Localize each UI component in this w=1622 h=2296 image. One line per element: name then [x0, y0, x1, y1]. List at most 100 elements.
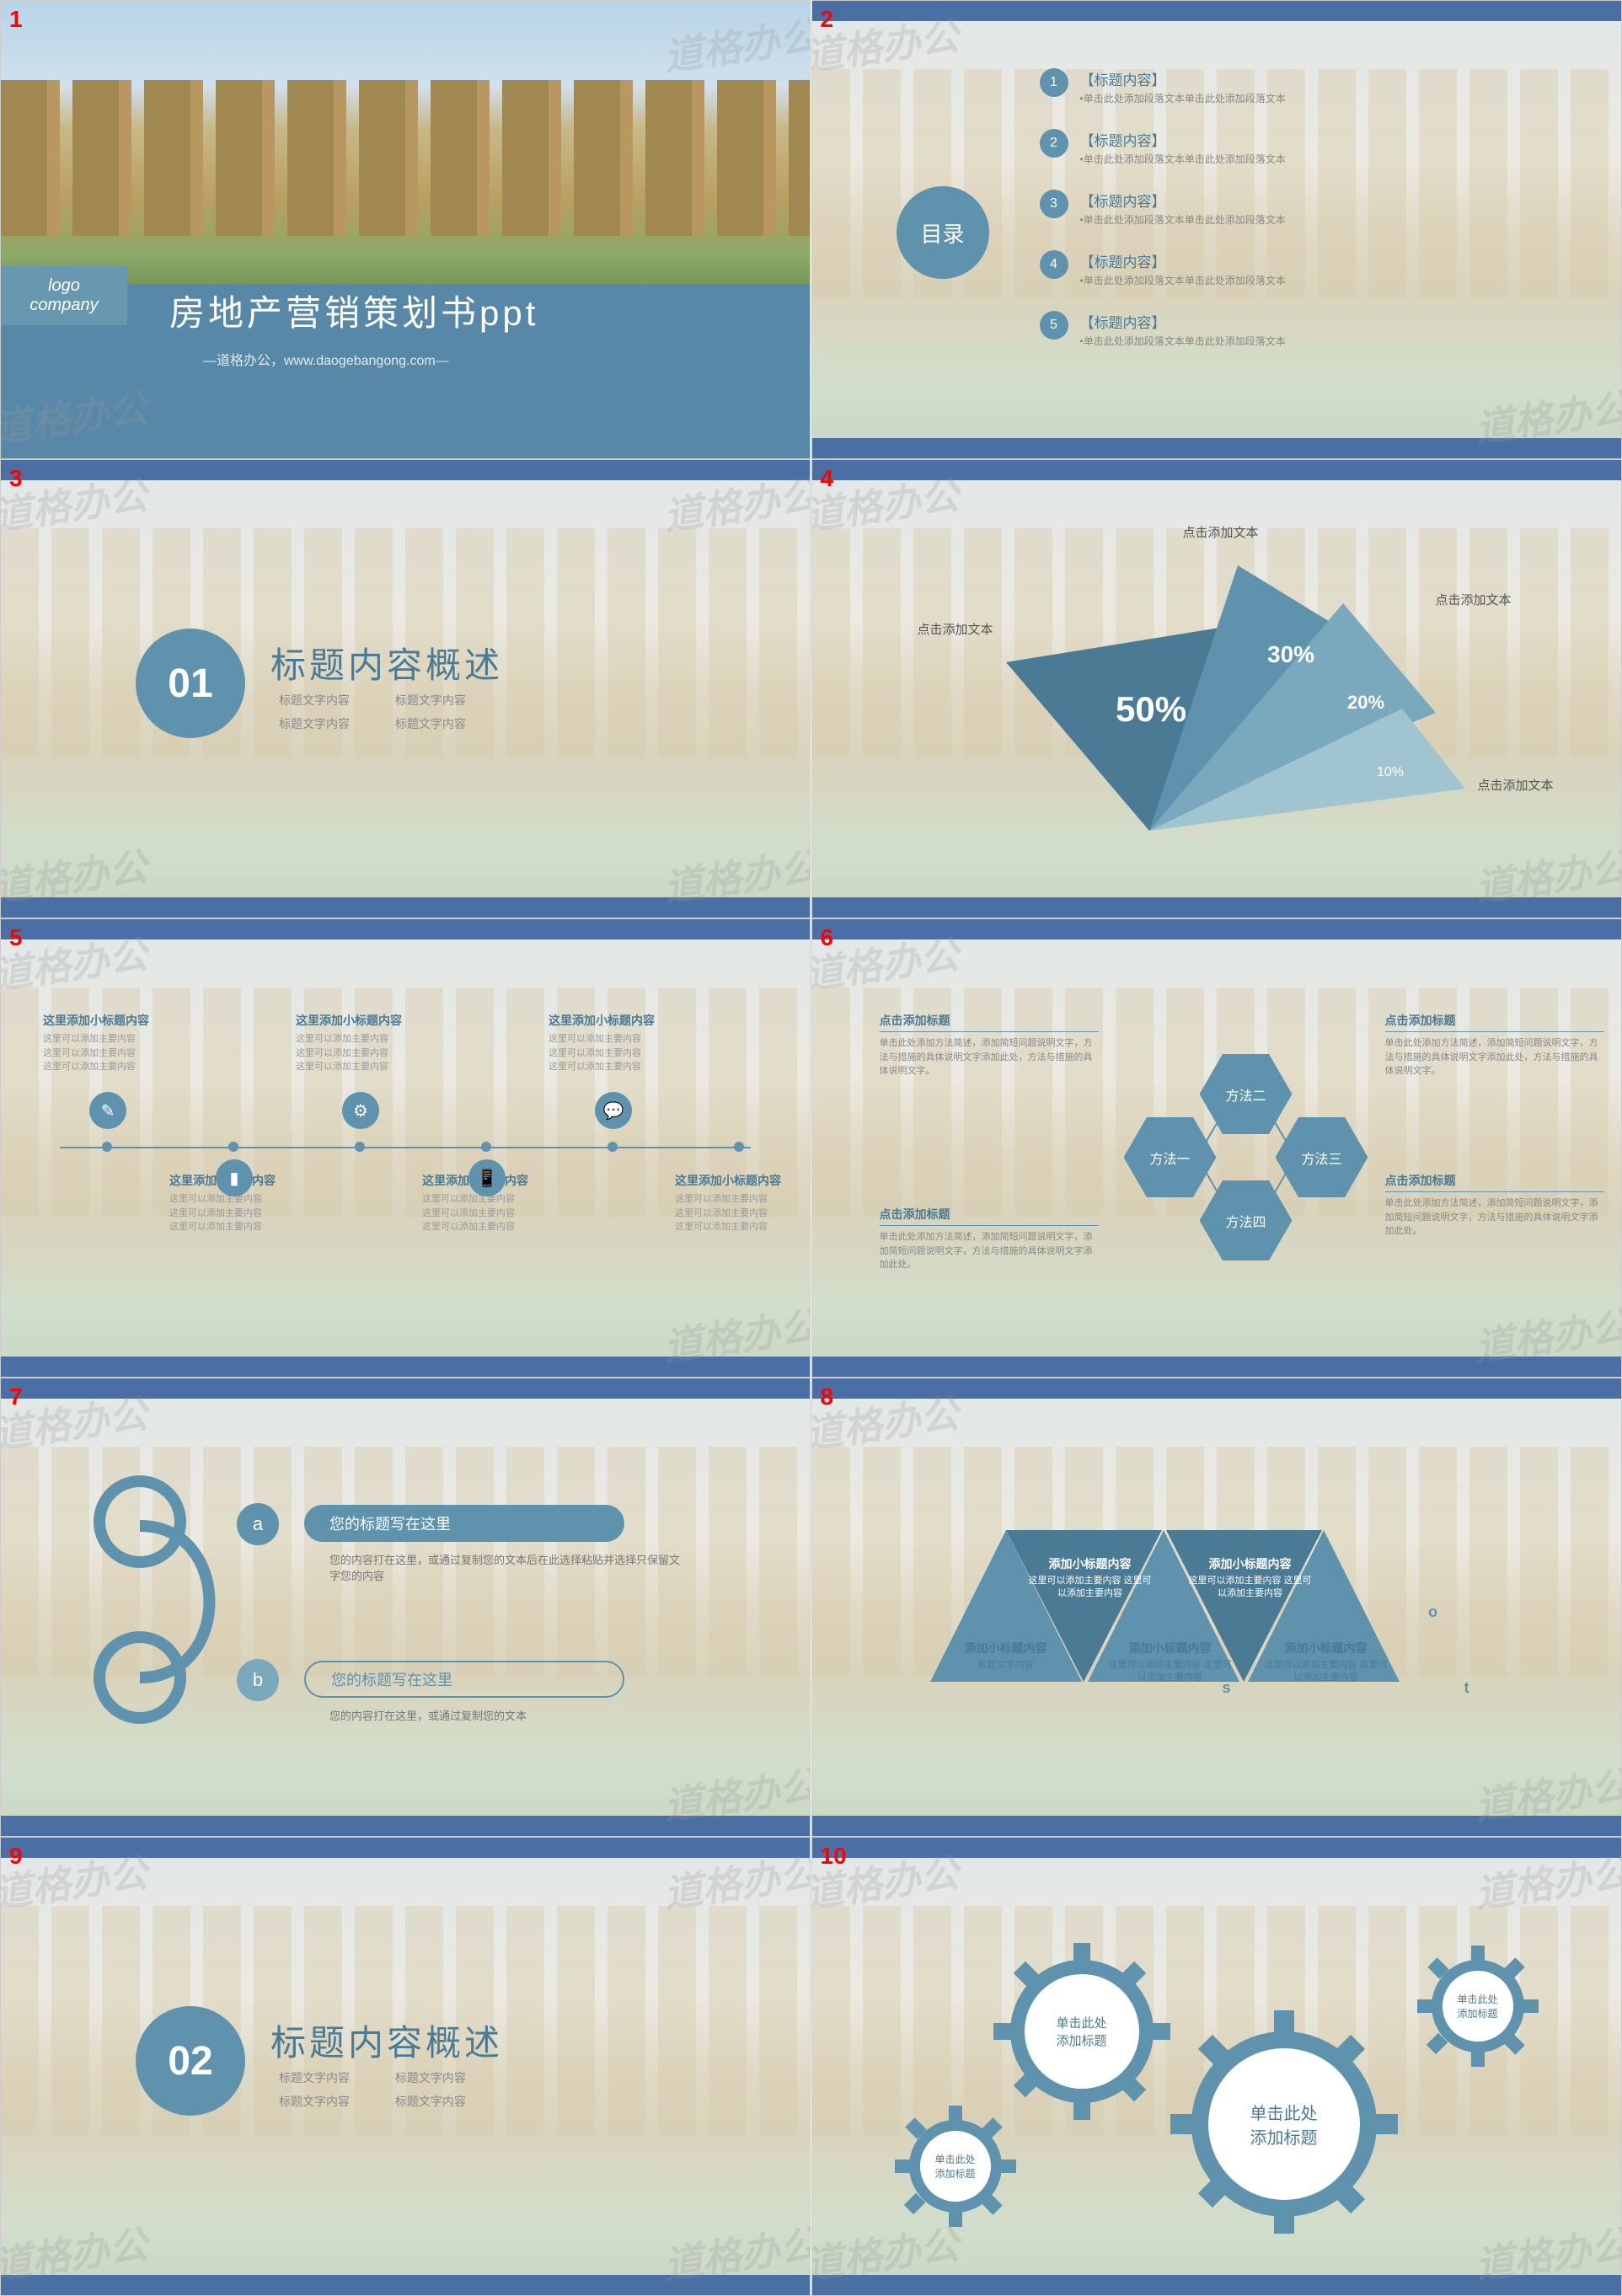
fan-label: 点击添加文本	[918, 620, 993, 638]
bar-top	[812, 1378, 1621, 1399]
timeline-dot	[102, 1142, 112, 1152]
toc-desc: •单击此处添加段落文本单击此处添加段落文本	[1080, 91, 1286, 105]
circle-a: a	[237, 1503, 279, 1545]
toc-num: 3	[1040, 190, 1068, 218]
toc-desc: •单击此处添加段落文本单击此处添加段落文本	[1080, 152, 1286, 166]
bar-top	[1, 919, 810, 939]
letter-o: o	[1419, 1598, 1448, 1626]
timeline-icon: 💬	[595, 1092, 632, 1129]
tb-desc: 单击此处添加方法简述，添加简短问题说明文字，添加简短问题说明文字，方法与措施的具…	[880, 1230, 1099, 1272]
bar-top	[812, 1838, 1621, 1858]
d: 标题文字内容	[943, 1659, 1069, 1672]
toc-text: 【标题内容】•单击此处添加段落文本单击此处添加段落文本	[1080, 250, 1286, 287]
timeline-dot	[228, 1142, 238, 1152]
toc-item: 4 【标题内容】•单击此处添加段落文本单击此处添加段落文本	[1040, 250, 1286, 287]
tl-title: 这里添加小标题内容	[675, 1172, 810, 1189]
slide-number: 4	[821, 465, 834, 492]
toc-text: 【标题内容】•单击此处添加段落文本单击此处添加段落文本	[1080, 311, 1286, 348]
toc-num: 5	[1040, 311, 1068, 340]
slide-9: 9 02 标题内容概述 标题文字内容 标题文字内容 标题文字内容 标题文字内容 …	[0, 1837, 811, 2296]
bullet: 标题文字内容	[279, 2069, 350, 2086]
tb-title: 点击添加标题	[880, 1012, 1099, 1032]
toc-item: 3 【标题内容】•单击此处添加段落文本单击此处添加段落文本	[1040, 190, 1286, 227]
bar-top	[812, 1, 1621, 21]
fan-label: 点击添加文本	[1183, 523, 1259, 541]
desc-1: 您的内容打在这里，或通过复制您的文本后在此选择粘贴并选择只保留文字您的内容	[329, 1551, 683, 1583]
swot-t: 添加小标题内容这里可以添加主要内容 这里可以添加主要内容	[1263, 1640, 1389, 1685]
tb-title: 点击添加标题	[880, 1206, 1099, 1226]
section-bullets: 标题文字内容 标题文字内容 标题文字内容 标题文字内容	[279, 692, 508, 739]
tl-title: 这里添加小标题内容	[296, 1012, 431, 1029]
timeline-cell: 这里添加小标题内容这里可以添加主要内容这里可以添加主要内容这里可以添加主要内容	[43, 1012, 178, 1074]
slide-10: 10 单击此处 添加标题 单击此处 添加标题 单击此处 添加标题 单击此处 添加…	[811, 1837, 1622, 2296]
pill-2: 您的标题写在这里	[304, 1661, 624, 1698]
tl-desc: 这里可以添加主要内容这里可以添加主要内容这里可以添加主要内容	[675, 1192, 810, 1234]
circle-b: b	[237, 1659, 279, 1701]
tb-desc: 单击此处添加方法简述，添加简短问题说明文字，方法与措施的具体说明文字添加此处，方…	[1385, 1036, 1604, 1078]
slide-number: 8	[821, 1383, 834, 1410]
tb-desc: 单击此处添加方法简述，添加简短问题说明文字，添加简短问题说明文字，方法与措施的具…	[1385, 1196, 1604, 1239]
bar-bottom	[812, 2275, 1621, 2295]
gear-label-4: 单击此处 添加标题	[1444, 1981, 1512, 2031]
toc-desc: •单击此处添加段落文本单击此处添加段落文本	[1080, 212, 1286, 227]
slide-5: 5 这里添加小标题内容这里可以添加主要内容这里可以添加主要内容这里可以添加主要内…	[0, 918, 811, 1378]
bar-bottom	[1, 1816, 810, 1836]
slide-7: 7 a b 您的标题写在这里 您的内容打在这里，或通过复制您的文本后在此选择粘贴…	[0, 1378, 811, 1837]
tl-desc: 这里可以添加主要内容这里可以添加主要内容这里可以添加主要内容	[43, 1032, 178, 1074]
bg	[1, 1378, 810, 1836]
slide-8: 8 添加小标题内容标题文字内容 添加小标题内容这里可以添加主要内容 这里可以添加…	[811, 1378, 1622, 1837]
svg-text:20%: 20%	[1347, 692, 1384, 713]
tl-desc: 这里可以添加主要内容这里可以添加主要内容这里可以添加主要内容	[296, 1032, 431, 1074]
slide-6: 6 方法一 方法二 方法三 方法四 点击添加标题单击此处添加方法简述，添加简短问…	[811, 918, 1622, 1378]
toc-title: 【标题内容】	[1080, 190, 1286, 211]
logo-text-2: company	[29, 296, 98, 315]
slide-number: 2	[821, 6, 834, 33]
bar-bottom	[1, 2275, 810, 2295]
fan-svg: 50% 30% 20% 10%	[1006, 527, 1478, 864]
svg-text:30%: 30%	[1267, 641, 1314, 667]
bar-bottom	[812, 1816, 1621, 1836]
bar-top	[1, 460, 810, 480]
bar-bottom	[812, 438, 1621, 458]
timeline-cell: 这里添加小标题内容这里可以添加主要内容这里可以添加主要内容这里可以添加主要内容	[549, 1012, 683, 1074]
fan-label: 点击添加文本	[1436, 591, 1512, 608]
timeline-dot	[355, 1142, 365, 1152]
bar-top	[812, 919, 1621, 939]
timeline-items: 这里添加小标题内容这里可以添加主要内容这里可以添加主要内容这里可以添加主要内容✎…	[43, 995, 768, 1315]
gear-label-1: 单击此处 添加标题	[922, 2141, 989, 2192]
svg-text:50%: 50%	[1116, 689, 1186, 729]
slide-3: 3 01 标题内容概述 标题文字内容 标题文字内容 标题文字内容 标题文字内容 …	[0, 459, 811, 918]
slide-grid: 1 logo company 房地产营销策划书ppt —道格办公，www.dao…	[0, 0, 1622, 2296]
bar-top	[1, 1378, 810, 1399]
tb-title: 点击添加标题	[1385, 1012, 1604, 1032]
connector	[131, 1517, 266, 1686]
bar-bottom	[812, 1357, 1621, 1377]
letter-t: t	[1453, 1673, 1481, 1702]
toc-desc: •单击此处添加段落文本单击此处添加段落文本	[1080, 334, 1286, 348]
gear-label-2: 单击此处 添加标题	[1036, 2002, 1128, 2061]
letter-s: s	[1212, 1673, 1241, 1702]
toc-num: 1	[1040, 68, 1068, 97]
gear-label-3: 单击此处 添加标题	[1221, 2090, 1347, 2158]
toc-num: 4	[1040, 250, 1068, 279]
bar-bottom	[1, 897, 810, 918]
fan-chart: 50% 30% 20% 10%	[1006, 527, 1478, 864]
tb-title: 点击添加标题	[1385, 1172, 1604, 1192]
bullet: 标题文字内容	[395, 2069, 466, 2086]
bullet: 标题文字内容	[395, 692, 466, 709]
cover-subtitle: —道格办公，www.daogebangong.com—	[203, 349, 449, 369]
swot-s: 添加小标题内容标题文字内容	[943, 1640, 1069, 1672]
slide-number: 6	[821, 924, 834, 951]
text-block-br: 点击添加标题单击此处添加方法简述，添加简短问题说明文字，添加简短问题说明文字，方…	[1385, 1172, 1604, 1239]
pill-1: 您的标题写在这里	[304, 1505, 624, 1542]
t: 添加小标题内容	[943, 1640, 1069, 1656]
t: 添加小标题内容	[1027, 1555, 1154, 1572]
timeline-icon: ⚙	[342, 1092, 379, 1129]
bg	[1, 1838, 810, 2295]
toc-item: 5 【标题内容】•单击此处添加段落文本单击此处添加段落文本	[1040, 311, 1286, 348]
tl-desc: 这里可以添加主要内容这里可以添加主要内容这里可以添加主要内容	[422, 1192, 557, 1234]
slide-number: 9	[9, 1843, 23, 1870]
toc-num: 2	[1040, 129, 1068, 158]
t: 添加小标题内容	[1263, 1640, 1389, 1656]
cover-title: 房地产营销策划书ppt	[169, 285, 538, 336]
